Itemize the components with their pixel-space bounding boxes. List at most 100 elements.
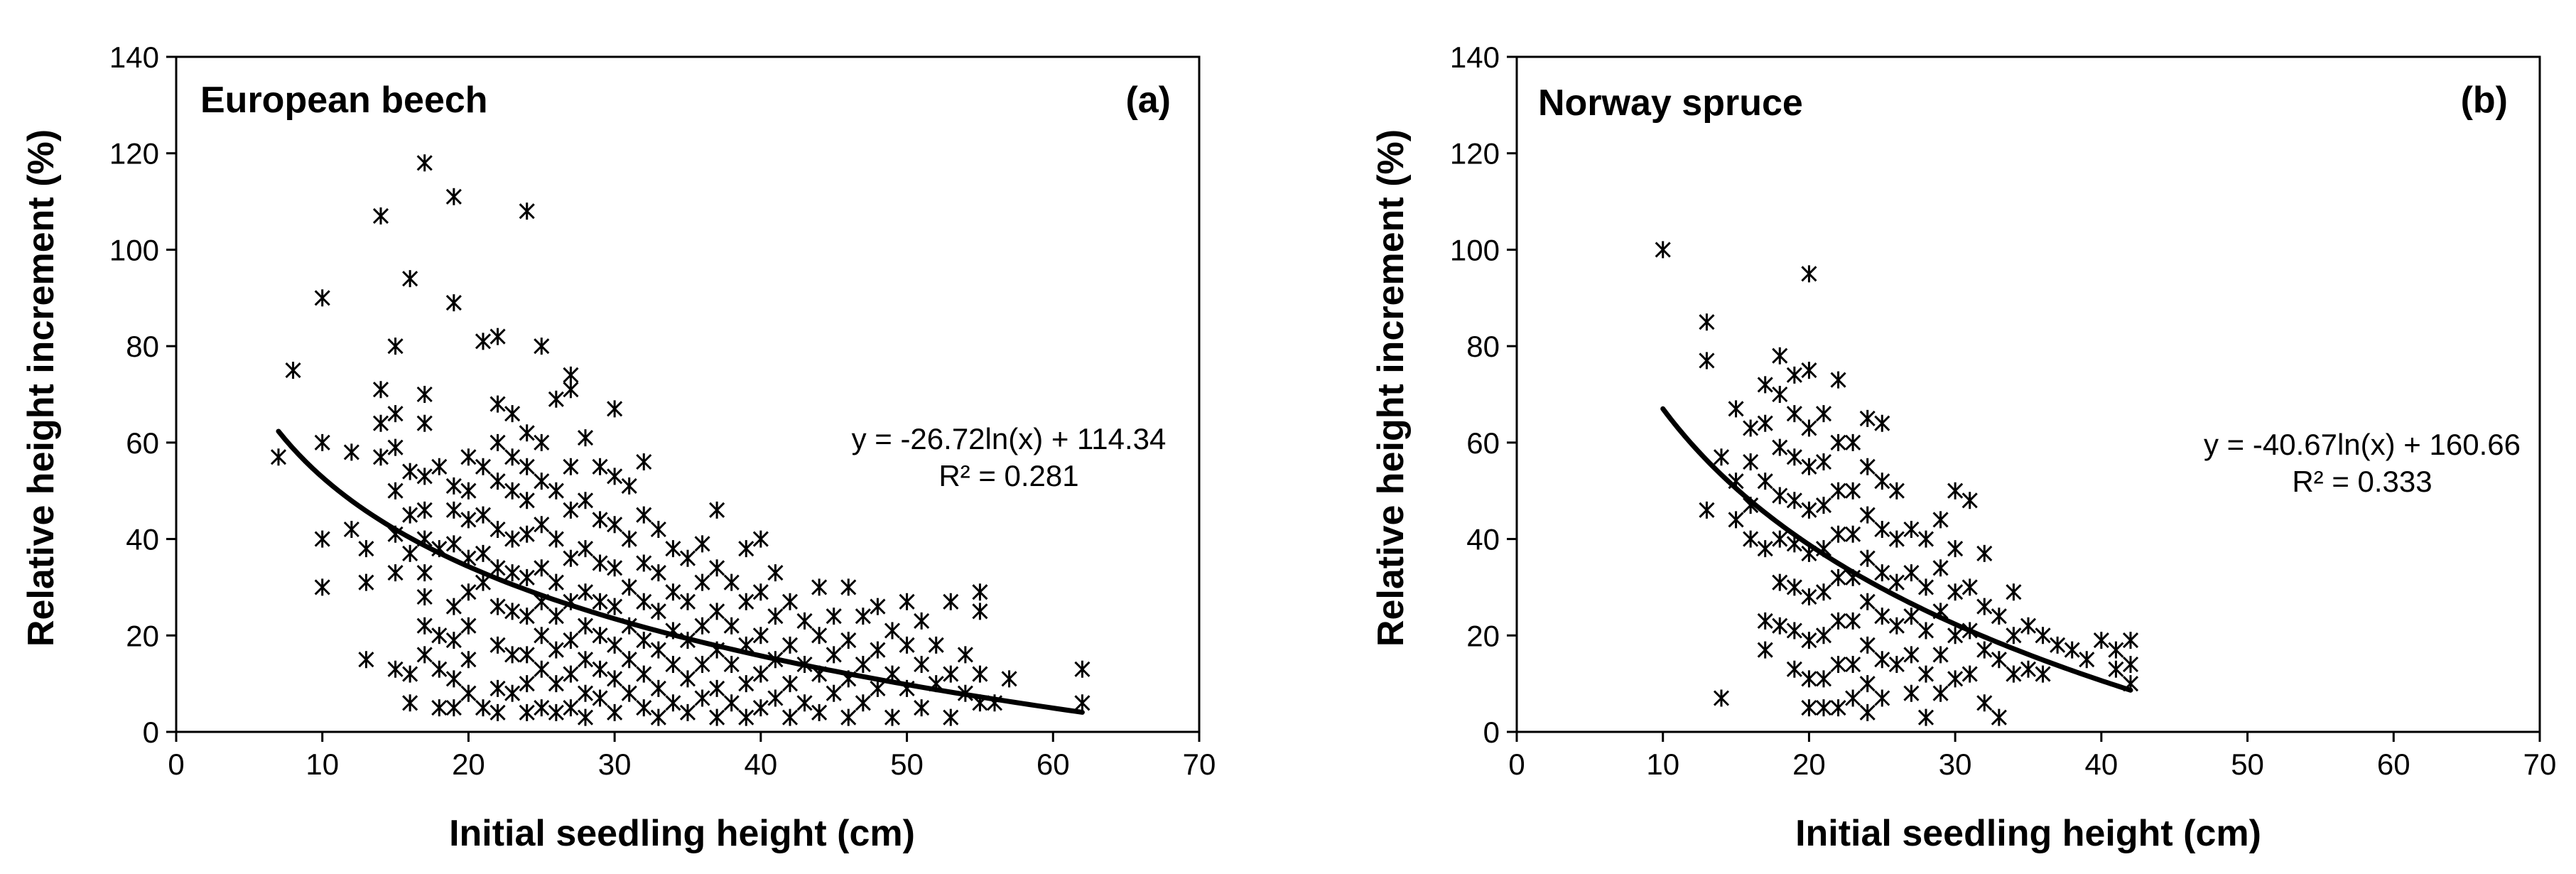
scatter-point [1976,544,1993,562]
scatter-point [416,414,433,432]
x-tick-label: 70 [1183,748,1216,781]
scatter-point [563,381,579,399]
plot-frame [175,55,1201,733]
scatter-point [519,675,535,693]
scatter-point [519,203,535,220]
scatter-point [2035,627,2051,644]
scatter-point [563,549,579,567]
scatter-point [855,608,871,625]
scatter-point [416,588,433,605]
scatter-point [314,530,330,548]
scatter-point [445,294,462,312]
scatter-point [621,530,637,548]
scatter-point [402,665,418,683]
scatter-point [372,381,389,399]
scatter-point [1728,400,1744,418]
scatter-point [1772,386,1788,403]
scatter-point [519,703,535,721]
scatter-point [519,492,535,509]
x-tick-label: 40 [2084,748,2118,781]
axis-ticks: 0 10 20 30 40 50 60 70 0 20 40 60 80 100 120 140 [1450,41,2556,781]
scatter-point [752,530,769,548]
scatter-point [445,477,462,495]
scatter-point [1947,670,1964,688]
scatter-point [1961,492,1978,509]
scatter-point [577,492,594,509]
scatter-point [767,689,784,707]
scatter-point [534,660,550,678]
scatter-point [416,564,433,582]
scatter-point [1874,651,1890,669]
scatter-point [548,703,564,721]
scatter-point [1786,448,1802,466]
scatter-point [840,708,857,726]
scatter-point [607,598,623,615]
scatter-point [1874,521,1890,538]
scatter-point [1917,622,1934,640]
scatter-point [1991,651,2007,669]
y-tick-label: 20 [126,619,159,652]
scatter-point [1815,627,1832,644]
scatter-point [475,544,492,562]
scatter-point [636,453,652,470]
y-tick-label: 0 [1483,716,1500,749]
scatter-point [694,573,710,591]
scatter-point [650,641,666,659]
scatter-point [1888,482,1905,500]
y-tick-label: 100 [1450,233,1500,266]
chart-panel-european-beech: Relative height increment (%) Initial se… [21,41,1216,854]
scatter-point [402,463,418,480]
scatter-point [1801,588,1817,605]
y-tick-label: 60 [1466,426,1500,460]
scatter-point [1815,497,1832,514]
scatter-point [504,603,521,620]
scatter-point [1845,482,1861,500]
scatter-point [416,617,433,635]
scatter-point [1772,617,1788,635]
scatter-point [665,583,681,601]
scatter-point [1859,675,1876,693]
scatter-point [1801,419,1817,437]
scatter-point [314,578,330,596]
scatter-point [1947,627,1964,644]
scatter-point [592,689,608,707]
y-tick-label: 120 [1450,137,1500,171]
scatter-point [548,608,564,625]
scatter-point [460,482,477,500]
scatter-point [534,516,550,534]
scatter-point [1757,540,1773,558]
x-tick-label: 50 [890,748,924,781]
scatter-point [1757,414,1773,432]
scatter-point [2108,660,2124,678]
scatter-point [1801,632,1817,649]
scatter-point [1845,525,1861,543]
scatter-point [694,656,710,673]
scatter-point [577,651,594,669]
scatter-point [2079,651,2095,669]
scatter-point [679,670,696,688]
scatter-point [1786,492,1802,509]
scatter-point [943,665,959,683]
scatter-point [592,593,608,610]
scatter-point [2050,636,2066,654]
scatter-point [416,154,433,172]
x-tick-label: 10 [1646,748,1679,781]
scatter-point [445,535,462,553]
scatter-point [1845,656,1861,673]
scatter-point [1801,362,1817,379]
scatter-point [2122,656,2139,673]
y-tick-label: 100 [109,233,159,266]
scatter-point [534,433,550,451]
scatter-point [694,535,710,553]
scatter-point [1903,646,1920,664]
scatter-point [504,646,521,664]
x-tick-label: 40 [744,748,777,781]
scatter-point [1888,617,1905,635]
scatter-point [314,289,330,307]
scatter-point [899,636,915,654]
scatter-point [884,708,901,726]
scatter-point [972,603,988,620]
scatter-point [1947,482,1964,500]
scatter-point [592,660,608,678]
scatter-point [475,506,492,524]
